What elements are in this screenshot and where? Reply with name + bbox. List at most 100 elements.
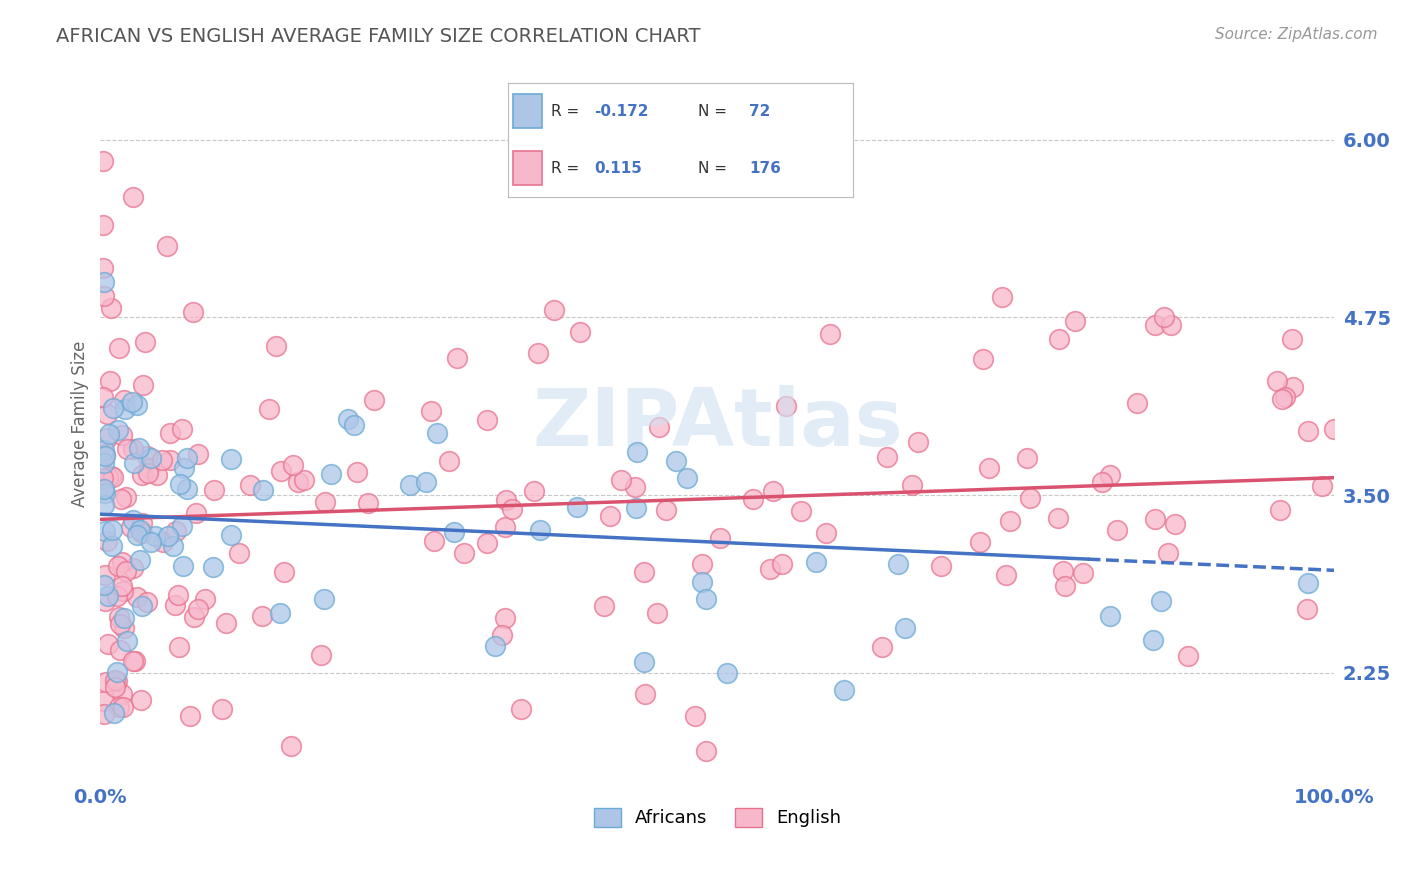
Point bbox=[104, 680, 127, 694]
Point bbox=[1019, 491, 1042, 505]
Point bbox=[695, 592, 717, 607]
Point bbox=[122, 654, 145, 668]
Point bbox=[292, 473, 315, 487]
Point bbox=[122, 513, 145, 527]
Point bbox=[818, 326, 841, 341]
Point bbox=[1047, 511, 1070, 525]
Point bbox=[125, 398, 148, 412]
Point bbox=[136, 467, 159, 481]
Point bbox=[894, 621, 917, 635]
Point bbox=[176, 482, 198, 496]
Point bbox=[91, 153, 114, 168]
Point bbox=[1323, 422, 1346, 436]
Point bbox=[1150, 594, 1173, 608]
Point bbox=[252, 483, 274, 498]
Point bbox=[357, 496, 380, 510]
Point bbox=[202, 483, 225, 497]
Point bbox=[676, 471, 699, 485]
Point bbox=[108, 700, 131, 714]
Point bbox=[1282, 379, 1305, 393]
Point bbox=[991, 290, 1014, 304]
Point bbox=[179, 708, 201, 723]
Point bbox=[93, 456, 115, 470]
Point bbox=[91, 260, 114, 275]
Point bbox=[219, 452, 242, 467]
Point bbox=[159, 425, 181, 440]
Point bbox=[527, 346, 550, 360]
Point bbox=[132, 378, 155, 392]
Point bbox=[186, 506, 208, 520]
Point bbox=[453, 546, 475, 560]
Point bbox=[169, 640, 191, 655]
Point bbox=[568, 325, 591, 339]
Point bbox=[173, 461, 195, 475]
Point bbox=[337, 412, 360, 426]
Point bbox=[110, 642, 132, 657]
Point bbox=[994, 568, 1017, 582]
Point bbox=[1047, 332, 1070, 346]
Text: AFRICAN VS ENGLISH AVERAGE FAMILY SIZE CORRELATION CHART: AFRICAN VS ENGLISH AVERAGE FAMILY SIZE C… bbox=[56, 27, 700, 45]
Point bbox=[131, 526, 153, 541]
Point bbox=[804, 555, 827, 569]
Point bbox=[399, 478, 422, 492]
Point bbox=[129, 523, 152, 537]
Point bbox=[114, 565, 136, 579]
Point bbox=[94, 448, 117, 462]
Point bbox=[157, 529, 180, 543]
Point bbox=[165, 524, 187, 539]
Point bbox=[887, 557, 910, 571]
Point bbox=[494, 611, 516, 625]
Point bbox=[1142, 632, 1164, 647]
Point bbox=[633, 687, 655, 701]
Point bbox=[814, 526, 837, 541]
Point bbox=[475, 536, 498, 550]
Point bbox=[494, 520, 516, 534]
Point bbox=[159, 453, 181, 467]
Point bbox=[645, 606, 668, 620]
Point bbox=[135, 595, 157, 609]
Point bbox=[1099, 608, 1122, 623]
Point bbox=[107, 665, 129, 680]
Point bbox=[93, 275, 115, 289]
Point bbox=[775, 399, 797, 413]
Point bbox=[211, 701, 233, 715]
Point bbox=[870, 640, 893, 655]
Point bbox=[314, 592, 336, 607]
Point bbox=[270, 464, 292, 478]
Point bbox=[280, 739, 302, 753]
Point bbox=[623, 480, 645, 494]
Point bbox=[94, 524, 117, 539]
Point bbox=[94, 567, 117, 582]
Point bbox=[443, 525, 465, 540]
Point bbox=[124, 654, 146, 668]
Point bbox=[716, 665, 738, 680]
Point bbox=[832, 682, 855, 697]
Point bbox=[491, 628, 513, 642]
Text: Source: ZipAtlas.com: Source: ZipAtlas.com bbox=[1215, 27, 1378, 42]
Point bbox=[93, 289, 115, 303]
Point bbox=[655, 503, 678, 517]
Point bbox=[998, 514, 1021, 528]
Point bbox=[112, 393, 135, 408]
Point bbox=[790, 504, 813, 518]
Point bbox=[264, 339, 287, 353]
Point bbox=[314, 495, 336, 509]
Point bbox=[529, 523, 551, 537]
Point bbox=[1052, 564, 1074, 578]
Point bbox=[543, 303, 565, 318]
Point bbox=[1143, 318, 1166, 332]
Point bbox=[162, 539, 184, 553]
Point bbox=[114, 402, 136, 417]
Point bbox=[131, 599, 153, 613]
Point bbox=[94, 486, 117, 500]
Point bbox=[309, 648, 332, 662]
Point bbox=[257, 402, 280, 417]
Point bbox=[121, 394, 143, 409]
Point bbox=[228, 546, 250, 560]
Point bbox=[91, 390, 114, 404]
Point bbox=[742, 491, 765, 506]
Point bbox=[112, 621, 135, 635]
Point bbox=[1164, 517, 1187, 532]
Point bbox=[172, 422, 194, 436]
Point bbox=[287, 475, 309, 489]
